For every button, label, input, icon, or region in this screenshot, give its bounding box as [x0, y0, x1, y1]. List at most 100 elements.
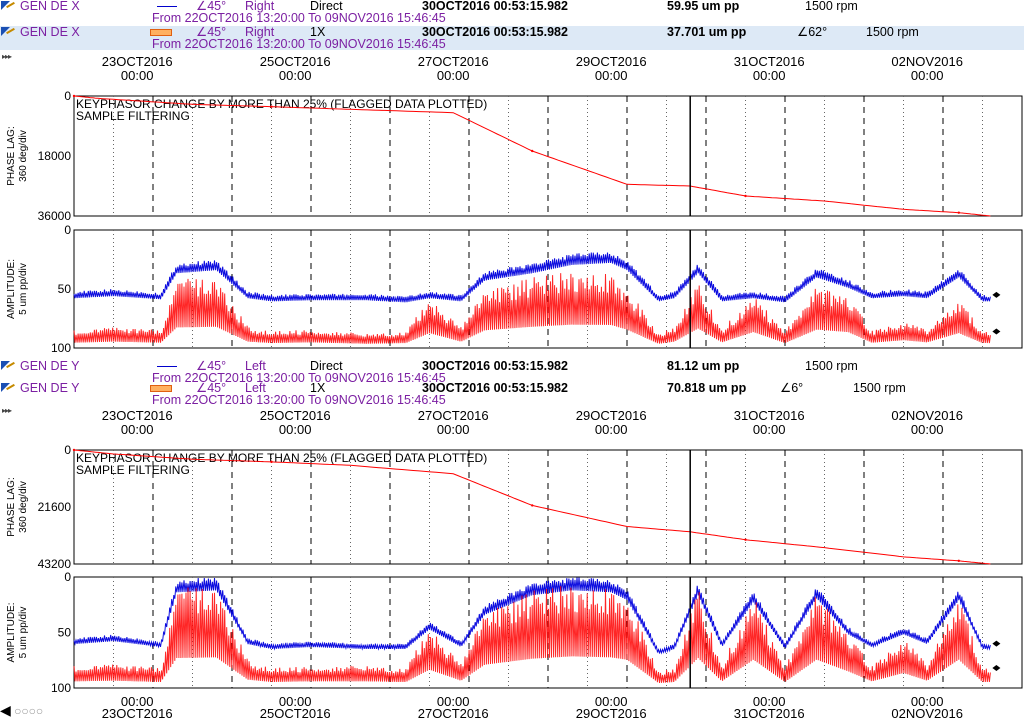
header-kind: Direct	[310, 0, 343, 13]
x-tick-time: 00:00	[911, 68, 944, 83]
x-tick-time: 00:00	[753, 422, 786, 437]
header-kind: 1X	[310, 381, 326, 395]
header-gen-de-x-direct[interactable]: GEN DE X ∠45° Right Direct 30OCT2016 00:…	[0, 0, 1024, 25]
x-tick-time: 00:00	[595, 68, 628, 83]
x-tick-time: 00:00	[279, 422, 312, 437]
phase-data-point	[531, 504, 534, 507]
amplitude-series-line	[73, 577, 991, 655]
header-side: Left	[245, 359, 266, 373]
x-tick-date: 25OCT2016	[260, 706, 331, 719]
x-tick-date: 27OCT2016	[418, 706, 489, 719]
y-tick-label: 36000	[38, 209, 72, 223]
header-rpm: 1500 rpm	[866, 25, 919, 39]
header-amplitude: 70.818 um pp	[667, 381, 747, 395]
header-rpm: 1500 rpm	[805, 359, 858, 373]
phase-series-line	[73, 95, 991, 217]
header-kind: 1X	[310, 25, 326, 39]
y-axis-label: PHASE LAG:	[6, 126, 17, 185]
phase-data-point	[72, 448, 76, 452]
header-angle: ∠45°	[196, 25, 227, 39]
header-label: GEN DE Y	[20, 381, 80, 395]
y-axis-label: AMPLITUDE:	[6, 602, 17, 662]
phase-data-point	[957, 211, 960, 214]
y-tick-label: 0	[64, 89, 71, 103]
y-tick-label: 0	[64, 570, 71, 584]
x-tick-time: 00:00	[437, 694, 470, 709]
play-control-icon[interactable]: ○○○○	[14, 704, 44, 718]
x-tick-date: 29OCT2016	[576, 408, 647, 423]
header-side: Left	[245, 381, 266, 395]
probe-icon	[1, 383, 17, 395]
header-rpm: 1500 rpm	[805, 0, 858, 13]
phase-series-line	[73, 449, 991, 565]
amplitude-series-line	[73, 273, 991, 344]
header-phase: ∠6°	[780, 381, 804, 395]
header-angle: ∠45°	[196, 359, 227, 373]
x-tick-date: 29OCT2016	[576, 706, 647, 719]
amplitude-series-line	[73, 586, 991, 683]
legend-box	[150, 385, 172, 392]
probe-icon	[1, 1, 17, 13]
phase-data-point	[270, 105, 273, 108]
y-tick-label: 43200	[38, 557, 72, 571]
x-tick-time: 00:00	[121, 694, 154, 709]
header-label: GEN DE X	[20, 0, 80, 13]
header-angle: ∠45°	[196, 0, 227, 13]
header-rpm: 1500 rpm	[853, 381, 906, 395]
y-tick-label: 0	[64, 223, 71, 237]
x-tick-date: 23OCT2016	[102, 54, 173, 69]
legend-line	[157, 6, 177, 7]
x-tick-date: 31OCT2016	[734, 54, 805, 69]
cursor-marker	[992, 328, 1001, 335]
legend-box	[150, 29, 172, 36]
header-amplitude: 59.95 um pp	[667, 0, 740, 13]
header-side: Right	[245, 0, 275, 13]
y-tick-label: 50	[58, 282, 72, 296]
x-tick-date: 29OCT2016	[576, 54, 647, 69]
amplitude-series-line	[73, 252, 991, 303]
probe-icon	[1, 361, 17, 373]
header-gen-de-y-direct[interactable]: GEN DE Y ∠45° Left Direct 30OCT2016 00:5…	[0, 359, 1024, 385]
header-timestamp: 30OCT2016 00:53:15.982	[422, 359, 568, 373]
chart-annotation: SAMPLE FILTERING	[76, 463, 190, 477]
x-tick-time: 00:00	[279, 68, 312, 83]
cursor-marker	[992, 665, 1001, 672]
header-gen-de-y-1x[interactable]: GEN DE Y ∠45° Left 1X 30OCT2016 00:53:15…	[0, 381, 1024, 407]
x-tick-date: 31OCT2016	[734, 408, 805, 423]
x-tick-time: 00:00	[753, 694, 786, 709]
cursor-marker	[992, 291, 1001, 298]
playback-controls[interactable]: ◀ ○○○○	[0, 702, 43, 719]
y-tick-label: 18000	[38, 149, 72, 163]
x-tick-time: 00:00	[437, 422, 470, 437]
x-tick-date: 02NOV2016	[891, 54, 963, 69]
y-axis-label: AMPLITUDE:	[6, 259, 17, 319]
x-tick-time: 00:00	[595, 422, 628, 437]
x-tick-time: 00:00	[437, 68, 470, 83]
y-axis-unit: 360 deg/div	[18, 481, 29, 533]
header-label: GEN DE X	[20, 25, 80, 39]
header-timestamp: 30OCT2016 00:53:15.982	[422, 25, 568, 39]
phase-data-point	[957, 559, 960, 563]
header-kind: Direct	[310, 359, 343, 373]
x-tick-time: 00:00	[279, 694, 312, 709]
x-tick-time: 00:00	[121, 422, 154, 437]
chart-annotation: SAMPLE FILTERING	[76, 109, 190, 123]
y-tick-label: 50	[58, 626, 72, 640]
y-axis-unit: 360 deg/div	[18, 130, 29, 182]
x-tick-date: 23OCT2016	[102, 706, 173, 719]
legend-line	[157, 366, 177, 367]
back-icon[interactable]: ◀	[0, 702, 11, 718]
y-axis-unit: 5 um pp/div	[18, 263, 29, 315]
chart-annotation: KEYPHASOR CHANGE BY MORE THAN 25% (FLAGG…	[76, 451, 487, 465]
x-tick-date: 27OCT2016	[418, 408, 489, 423]
chart-annotation: KEYPHASOR CHANGE BY MORE THAN 25% (FLAGG…	[76, 97, 487, 111]
x-tick-time: 00:00	[753, 68, 786, 83]
phase-data-point	[744, 194, 747, 198]
x-tick-time: 00:00	[121, 68, 154, 83]
y-tick-label: 100	[51, 341, 71, 355]
header-gen-de-x-1x[interactable]: GEN DE X ∠45° Right 1X 30OCT2016 00:53:1…	[0, 25, 1024, 51]
collapse-grip-icon[interactable]: ▸▸▸	[2, 406, 12, 415]
phase-data-point	[72, 94, 76, 98]
collapse-grip-icon[interactable]: ▸▸▸	[2, 52, 12, 61]
